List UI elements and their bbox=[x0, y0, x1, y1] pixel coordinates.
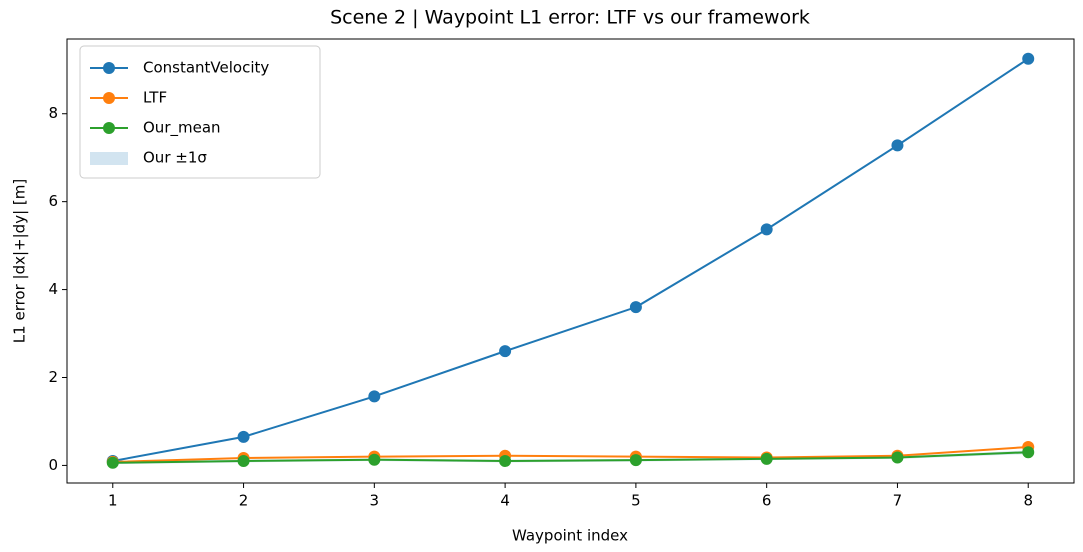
data-point bbox=[629, 301, 642, 314]
x-axis-label: Waypoint index bbox=[512, 527, 628, 545]
legend-marker bbox=[103, 62, 115, 74]
legend-label: Our_mean bbox=[143, 119, 221, 138]
series-line bbox=[112, 451, 1029, 464]
legend-label: ConstantVelocity bbox=[143, 59, 269, 77]
data-point bbox=[106, 456, 119, 469]
chart-title: Scene 2 | Waypoint L1 error: LTF vs our … bbox=[330, 7, 810, 29]
data-point bbox=[368, 453, 381, 466]
series-line bbox=[112, 57, 1029, 463]
y-tick-label: 2 bbox=[48, 368, 58, 386]
y-tick-label: 8 bbox=[48, 104, 58, 122]
data-point bbox=[891, 139, 904, 152]
y-tick-label: 0 bbox=[48, 456, 58, 474]
data-point bbox=[1022, 52, 1035, 65]
plot-frame bbox=[66, 38, 1075, 484]
legend-swatch bbox=[90, 152, 128, 165]
series-line bbox=[112, 445, 1029, 463]
data-point bbox=[499, 345, 512, 358]
y-axis-label: L1 error |dx|+|dy| [m] bbox=[11, 179, 29, 343]
data-point bbox=[237, 455, 250, 468]
legend-marker bbox=[103, 92, 115, 104]
x-tick-label: 4 bbox=[500, 492, 510, 510]
x-tick-label: 7 bbox=[893, 492, 903, 510]
data-point bbox=[760, 452, 773, 465]
x-tick-label: 1 bbox=[108, 492, 118, 510]
data-point bbox=[891, 451, 904, 464]
y-tick-label: 6 bbox=[48, 192, 58, 210]
legend-marker bbox=[103, 122, 115, 134]
data-point bbox=[368, 390, 381, 403]
x-tick-label: 2 bbox=[239, 492, 249, 510]
data-point bbox=[760, 223, 773, 236]
data-point bbox=[1022, 446, 1035, 459]
x-tick-label: 5 bbox=[631, 492, 641, 510]
x-tick-label: 6 bbox=[762, 492, 772, 510]
data-point bbox=[629, 454, 642, 467]
legend-box bbox=[79, 45, 321, 179]
data-point bbox=[237, 430, 250, 443]
x-tick-label: 8 bbox=[1023, 492, 1033, 510]
data-point bbox=[499, 455, 512, 468]
x-tick-label: 3 bbox=[370, 492, 380, 510]
y-tick-label: 4 bbox=[48, 280, 58, 298]
legend-label: Our ±1σ bbox=[143, 149, 207, 167]
legend-label: LTF bbox=[143, 89, 167, 107]
